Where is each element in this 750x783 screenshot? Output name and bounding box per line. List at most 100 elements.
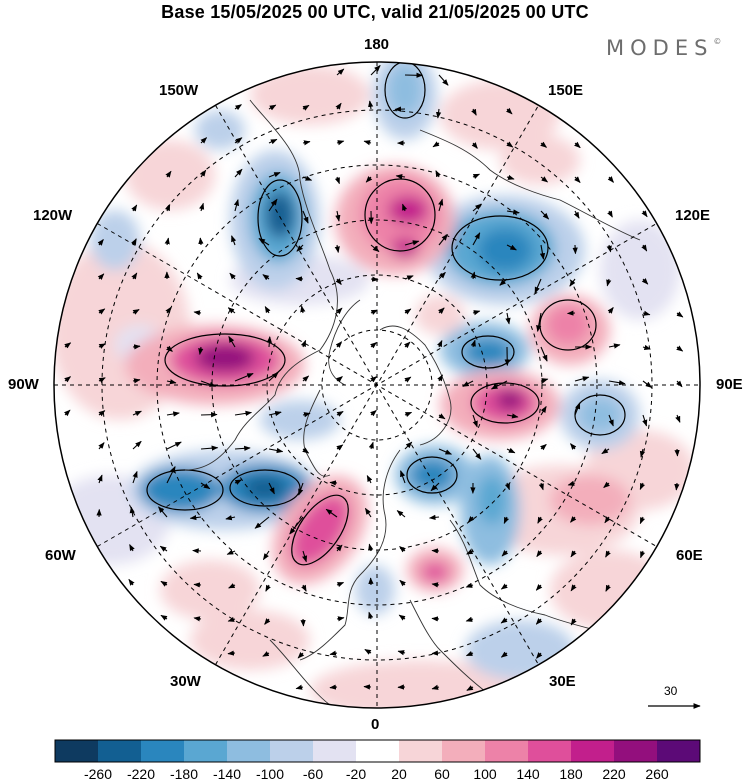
- wind-arrow: [399, 546, 406, 553]
- wind-arrow: [505, 107, 513, 115]
- wind-arrow: [302, 140, 311, 146]
- colorbar-cell: [313, 740, 357, 762]
- wind-arrow: [189, 514, 202, 521]
- wind-arrow: [268, 410, 282, 417]
- wind-arrow: [465, 650, 474, 657]
- wind-arrow: [466, 685, 474, 691]
- wind-arrow: [467, 516, 475, 523]
- wind-arrow: [227, 616, 236, 622]
- wind-arrow: [268, 198, 278, 212]
- colorbar-cell: [399, 740, 443, 762]
- wind-arrow: [404, 411, 413, 418]
- wind-arrow: [370, 309, 378, 315]
- wind-arrow: [368, 611, 374, 620]
- reference-vector-value: 30: [664, 684, 678, 698]
- wind-arrow: [404, 275, 414, 281]
- label-lon-120e: 120E: [675, 207, 711, 224]
- wind-arrow: [500, 651, 508, 658]
- colorbar-cell: [528, 740, 572, 762]
- colorbar-tick-label: -180: [169, 766, 199, 782]
- wind-arrow: [606, 244, 612, 253]
- colorbar-tick-label: 260: [645, 766, 669, 782]
- wind-arrow: [431, 548, 440, 554]
- wind-arrow: [63, 409, 71, 417]
- wind-arrow: [233, 199, 240, 212]
- logo-mark: ©: [713, 37, 722, 46]
- wind-arrow: [262, 274, 270, 281]
- wind-arrow: [160, 580, 168, 587]
- wind-arrow: [334, 176, 340, 185]
- wind-arrow: [370, 342, 377, 349]
- wind-arrow: [295, 684, 304, 690]
- wind-arrow: [198, 346, 204, 355]
- wind-arrow: [300, 618, 306, 627]
- wind-arrow: [540, 176, 549, 183]
- wind-arrow: [302, 104, 310, 111]
- colorbar-cell: [98, 740, 142, 762]
- wind-arrow: [296, 244, 304, 252]
- anomaly-field: [54, 62, 700, 708]
- wind-arrow: [607, 210, 613, 218]
- wind-arrow: [165, 306, 172, 314]
- wind-arrow: [534, 278, 542, 294]
- wind-arrow: [200, 445, 219, 451]
- wind-arrow: [295, 276, 304, 282]
- wind-arrow: [370, 376, 378, 383]
- wind-arrow: [336, 616, 345, 622]
- wind-arrow: [432, 141, 440, 148]
- wind-arrow: [395, 173, 406, 180]
- colorbar-tick-label: -140: [212, 766, 242, 782]
- wind-arrow: [370, 409, 377, 417]
- wind-arrow: [234, 445, 251, 451]
- wind-arrow: [539, 244, 546, 260]
- wind-arrow: [437, 374, 443, 382]
- wind-arrow: [472, 203, 482, 212]
- wind-arrow: [166, 379, 177, 385]
- wind-arrow: [601, 448, 610, 455]
- wind-arrow: [490, 380, 508, 390]
- wind-arrow: [302, 375, 310, 382]
- wind-arrow: [574, 402, 581, 416]
- wind-arrow: [428, 514, 440, 520]
- wind-arrow: [368, 441, 374, 450]
- wind-arrow: [465, 582, 474, 588]
- colorbar-tick-label: 100: [473, 766, 497, 782]
- wind-arrow: [164, 237, 170, 246]
- wind-arrow: [676, 380, 683, 388]
- wind-arrow: [301, 584, 307, 592]
- wind-arrow: [570, 516, 577, 523]
- wind-arrow: [535, 584, 543, 591]
- modes-logo: MODES©: [606, 36, 721, 60]
- colorbar-frame: [54, 739, 701, 763]
- colorbar-tick-label: -60: [302, 766, 324, 782]
- colorbar-tick-label: -220: [126, 766, 156, 782]
- wind-arrow: [431, 582, 440, 588]
- wind-arrow: [506, 174, 515, 180]
- wind-arrow: [97, 474, 103, 484]
- wind-arrow: [262, 550, 270, 561]
- wind-arrow: [234, 137, 243, 144]
- wind-arrow: [334, 244, 340, 254]
- wind-arrow: [193, 582, 202, 588]
- wind-arrow: [641, 244, 648, 252]
- wind-arrow: [500, 617, 508, 624]
- wind-arrow: [403, 341, 411, 349]
- colorbar: [54, 739, 701, 763]
- wind-arrow: [336, 544, 343, 552]
- wind-arrow: [200, 482, 211, 490]
- wind-arrow: [335, 210, 341, 222]
- wind-arrow: [225, 515, 236, 521]
- colorbar-cell: [356, 740, 400, 762]
- wind-arrow: [329, 480, 338, 486]
- wind-arrow: [674, 482, 680, 491]
- wind-arrow: [540, 346, 548, 362]
- wind-arrow: [264, 306, 271, 314]
- wind-arrow: [574, 376, 590, 382]
- wind-arrow: [131, 272, 138, 280]
- wind-arrow: [64, 342, 72, 349]
- wind-arrow: [435, 108, 442, 119]
- colorbar-tick-label: -100: [255, 766, 285, 782]
- wind-arrow: [438, 233, 448, 246]
- label-lon-150e: 150E: [548, 82, 584, 99]
- wind-arrow: [268, 482, 275, 495]
